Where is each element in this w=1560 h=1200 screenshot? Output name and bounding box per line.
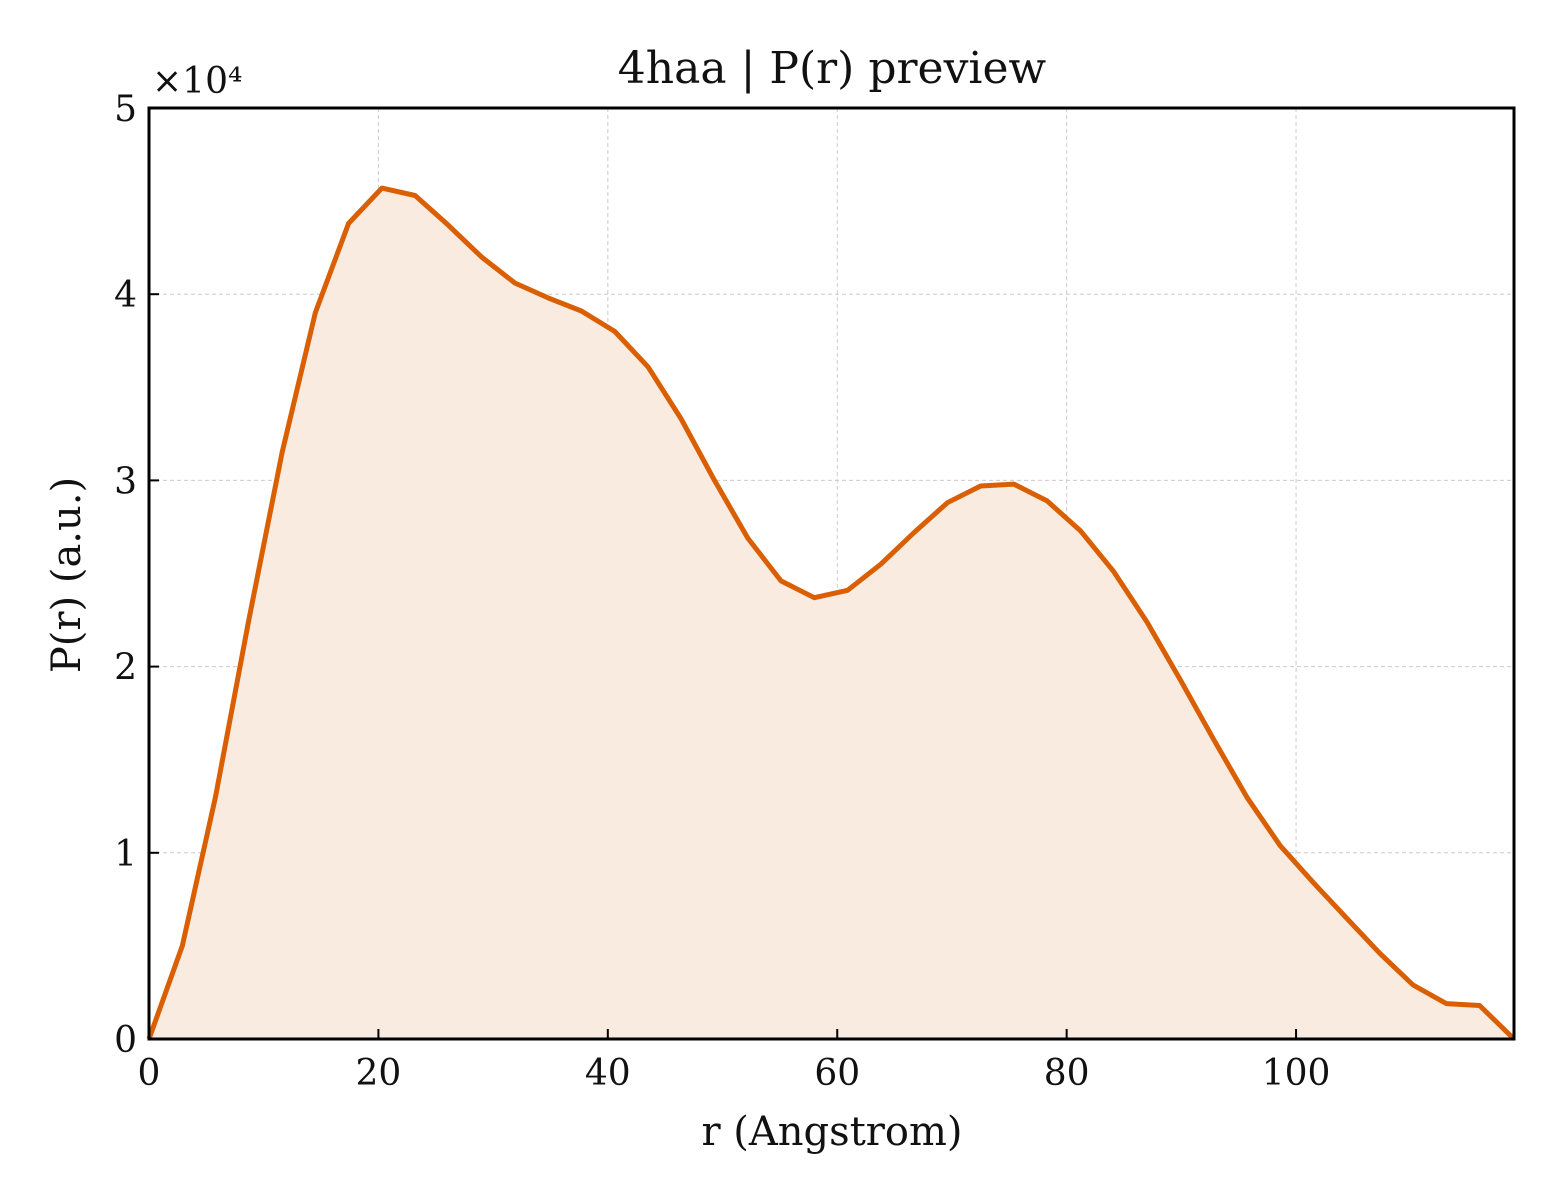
plot-frame <box>147 106 1516 1041</box>
x-axis-label: r (Angstrom) <box>701 1109 962 1155</box>
y-tick-label: 0 <box>114 1020 137 1061</box>
x-tick-label: 80 <box>1044 1053 1090 1094</box>
y-tick-label: 4 <box>114 275 137 316</box>
x-tick-label: 40 <box>585 1053 631 1094</box>
y-tick-label: 1 <box>114 834 137 875</box>
y-multiplier-label: ×10⁴ <box>152 61 242 102</box>
pr-curve-line <box>146 185 1516 1041</box>
chart-title: 4haa | P(r) preview <box>618 43 1047 94</box>
x-tick-label: 100 <box>1262 1053 1331 1094</box>
pr-area-fill <box>149 188 1514 1040</box>
y-tick-label: 3 <box>114 461 137 502</box>
y-tick-label: 5 <box>114 89 137 130</box>
x-tick-label: 20 <box>356 1053 402 1094</box>
y-axis-label: P(r) (a.u.) <box>44 477 90 673</box>
x-tick-label: 60 <box>814 1053 860 1094</box>
y-tick-label: 2 <box>114 648 137 689</box>
x-tick-label: 0 <box>138 1053 161 1094</box>
axis-ticks: 0 20 40 60 80 100 0 1 2 3 4 5 <box>114 89 1330 1094</box>
